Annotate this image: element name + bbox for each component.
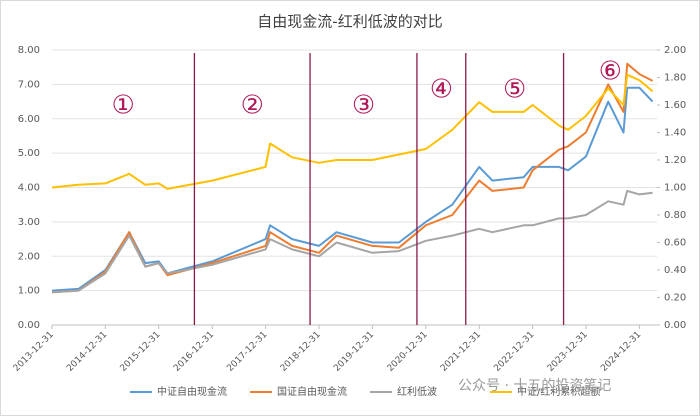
series-line — [51, 189, 653, 294]
legend-label: 中证/红利累积超额 — [517, 385, 600, 398]
y2-tick-label: 0.20 — [664, 293, 686, 304]
y2-tick-label: 1.60 — [664, 100, 686, 111]
phase-label: ④ — [430, 75, 453, 105]
y2-tick-label: 1.80 — [664, 73, 686, 84]
watermark: 公众号 · 十五的投资笔记 — [458, 378, 611, 394]
phase-label: ② — [241, 91, 264, 121]
chart-title: 自由现金流-红利低波的对比 — [257, 13, 442, 31]
phase-label: ⑤ — [503, 75, 526, 105]
y2-tick-label: 1.40 — [664, 128, 686, 139]
legend-label: 中证自由现金流 — [157, 385, 227, 398]
y-tick-label: 7.00 — [18, 79, 40, 90]
phase-label: ③ — [352, 91, 375, 121]
y-tick-label: 2.00 — [18, 251, 40, 262]
y-tick-label: 5.00 — [18, 148, 40, 159]
y2-tick-label: 0.80 — [664, 210, 686, 221]
y-tick-label: 8.00 — [18, 45, 40, 56]
y-tick-label: 4.00 — [18, 183, 40, 194]
legend-label: 国证自由现金流 — [277, 385, 347, 398]
y-tick-label: 6.00 — [18, 114, 40, 125]
series-line — [51, 86, 654, 292]
y2-tick-label: 1.20 — [664, 155, 686, 166]
y2-tick-label: 0.40 — [664, 265, 686, 276]
y2-tick-label: 2.00 — [664, 45, 686, 56]
y2-tick-label: 0.60 — [664, 238, 686, 249]
series-line — [51, 73, 654, 190]
y-tick-label: 1.00 — [18, 286, 40, 297]
phase-label: ⑥ — [599, 57, 622, 87]
y2-tick-label: 0.00 — [664, 320, 686, 331]
y2-tick-label: 1.00 — [664, 183, 686, 194]
y-tick-label: 3.00 — [18, 217, 40, 228]
phase-label: ① — [112, 91, 135, 121]
y-tick-label: 0.00 — [18, 320, 40, 331]
legend-label: 红利低波 — [397, 385, 437, 398]
